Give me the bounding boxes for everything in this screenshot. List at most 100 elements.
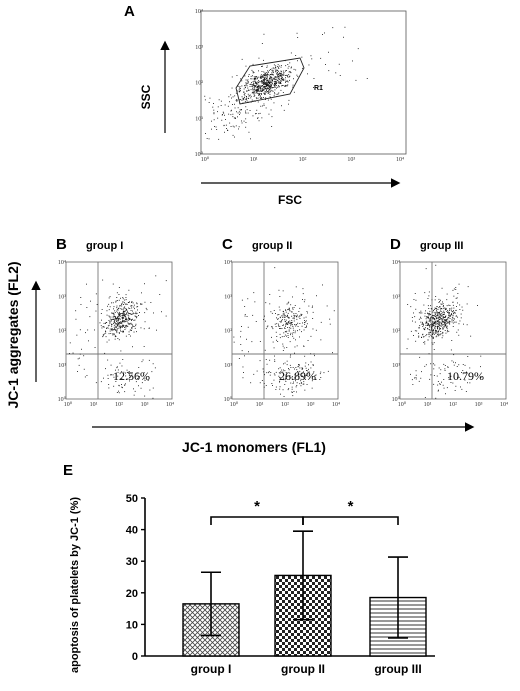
event-dot	[243, 98, 245, 100]
event-dot	[236, 99, 238, 101]
event-dot	[286, 335, 287, 337]
event-dot	[238, 126, 240, 128]
event-dot	[285, 319, 287, 321]
event-dot	[106, 322, 108, 323]
event-dot	[429, 326, 431, 328]
event-dot	[448, 312, 450, 314]
event-dot	[427, 312, 428, 314]
event-dot	[132, 302, 134, 304]
event-dot	[148, 359, 150, 361]
event-dot	[327, 370, 329, 372]
panel-letter: C	[222, 236, 233, 253]
event-dot	[260, 77, 261, 78]
event-dot	[439, 315, 441, 317]
event-dot	[431, 326, 433, 328]
event-dot	[131, 314, 133, 315]
event-dot	[436, 313, 438, 315]
event-dot	[108, 339, 110, 341]
event-dot	[124, 299, 126, 301]
event-dot	[278, 86, 280, 88]
event-dot	[441, 381, 442, 383]
event-dot	[274, 79, 276, 81]
event-dot	[458, 323, 460, 325]
event-dot	[423, 324, 424, 326]
event-dot	[415, 374, 417, 376]
event-dot	[122, 316, 124, 318]
event-dot	[244, 315, 246, 317]
event-dot	[332, 352, 333, 354]
event-dot	[283, 312, 285, 314]
event-dot	[304, 365, 306, 367]
event-dot	[429, 319, 431, 321]
event-dot	[250, 95, 252, 97]
event-dot	[437, 314, 439, 316]
event-dot	[461, 388, 463, 390]
event-dot	[282, 72, 284, 74]
event-dot	[123, 320, 125, 322]
event-dot	[140, 387, 142, 389]
event-dot	[451, 340, 453, 341]
event-dot	[433, 329, 434, 331]
event-dot	[430, 323, 432, 325]
event-dot	[297, 371, 298, 372]
event-dot	[131, 323, 133, 325]
event-dot	[282, 350, 284, 351]
event-dot	[304, 299, 306, 301]
event-dot	[439, 334, 441, 335]
event-dot	[289, 309, 290, 311]
event-dot	[255, 97, 257, 99]
event-dot	[208, 102, 210, 103]
event-dot	[137, 378, 139, 379]
event-dot	[269, 76, 271, 78]
event-dot	[116, 309, 118, 311]
event-dot	[440, 325, 442, 327]
event-dot	[263, 84, 265, 86]
event-dot	[109, 318, 111, 320]
event-dot	[288, 65, 290, 67]
event-dot	[446, 331, 448, 333]
event-dot	[127, 323, 129, 325]
event-dot	[128, 372, 129, 374]
event-dot	[87, 329, 89, 331]
event-dot	[118, 315, 120, 316]
event-dot	[438, 318, 440, 320]
event-dot	[280, 328, 282, 329]
event-dot	[252, 90, 254, 92]
event-dot	[294, 315, 296, 317]
event-dot	[252, 84, 254, 86]
event-dot	[261, 81, 263, 83]
event-dot	[284, 334, 286, 336]
event-dot	[435, 397, 437, 399]
event-dot	[453, 354, 455, 356]
event-dot	[125, 319, 126, 321]
event-dot	[433, 309, 435, 310]
event-dot	[275, 81, 277, 83]
event-dot	[306, 370, 307, 371]
event-dot	[226, 128, 227, 129]
event-dot	[287, 323, 289, 325]
event-dot	[312, 311, 314, 313]
event-dot	[262, 75, 264, 77]
x-tick-label: 10⁴	[396, 157, 404, 163]
event-dot	[333, 310, 335, 312]
event-dot	[269, 76, 271, 78]
event-dot	[69, 353, 70, 354]
event-dot	[239, 112, 241, 114]
event-dot	[439, 325, 441, 326]
event-dot	[407, 338, 409, 340]
event-dot	[125, 372, 126, 374]
event-dot	[264, 77, 266, 79]
event-dot	[449, 320, 450, 322]
event-dot	[235, 118, 236, 119]
event-dot	[279, 72, 281, 74]
event-dot	[121, 316, 123, 318]
event-dot	[165, 315, 167, 317]
event-dot	[102, 336, 104, 338]
event-dot	[444, 324, 446, 326]
event-dot	[120, 322, 122, 324]
event-dot	[277, 66, 279, 68]
event-dot	[247, 112, 249, 114]
event-dot	[279, 75, 281, 77]
event-dot	[264, 74, 266, 76]
